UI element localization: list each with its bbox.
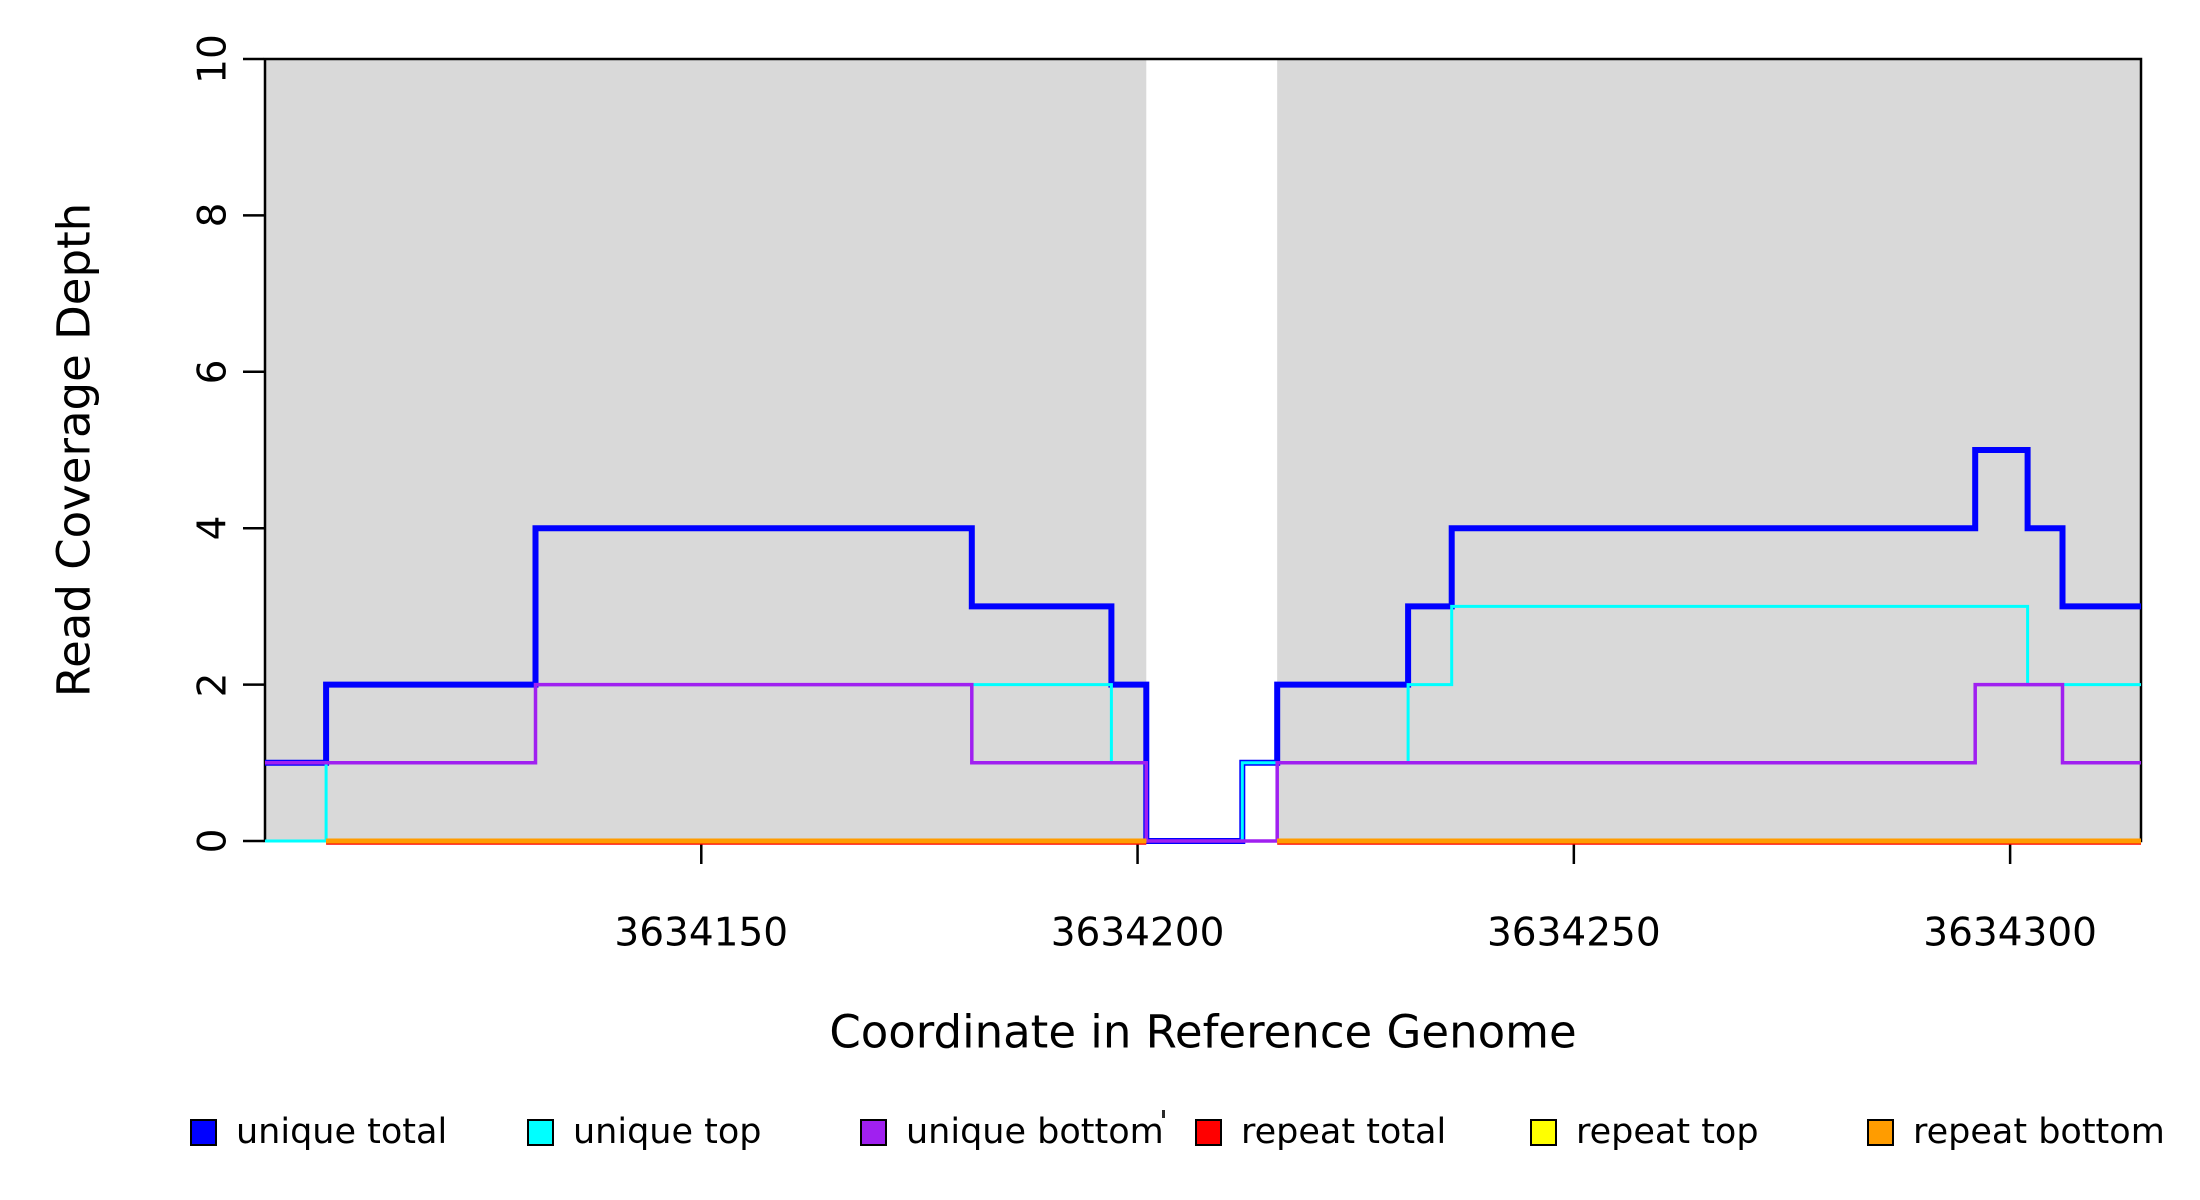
y-tick-label: 8 [190,202,236,228]
legend-label: repeat bottom [1913,1112,2165,1152]
legend-item-unique-top: unique top [527,1112,762,1152]
repeat-top-swatch-icon [1530,1118,1557,1146]
x-tick-label: 3634300 [1923,910,2097,956]
y-tick-label: 0 [190,828,236,854]
legend-label: repeat top [1576,1112,1759,1152]
y-axis-title: Read Coverage Depth [47,202,101,698]
legend-label: unique total [236,1112,448,1152]
legend-item-unique-total: unique total [190,1112,447,1152]
unique-bottom-swatch-icon [860,1118,887,1146]
shaded-region [265,59,1147,841]
legend-item-unique-bottom: unique bottom [860,1112,1164,1152]
x-axis-title: Coordinate in Reference Genome [829,1005,1577,1059]
unique-top-swatch-icon [527,1118,554,1146]
legend-item-repeat-bottom: repeat bottom [1867,1112,2165,1152]
unique-total-swatch-icon [190,1118,217,1146]
y-tick-label: 6 [190,359,236,385]
repeat-total-swatch-icon [1195,1118,1222,1146]
x-tick-label: 3634250 [1486,910,1661,956]
legend-label: repeat total [1241,1112,1447,1152]
legend-label: unique bottom [906,1112,1164,1152]
y-tick-label: 10 [190,34,236,84]
y-tick-label: 2 [190,672,236,698]
legend-label: unique top [573,1112,762,1152]
repeat-bottom-swatch-icon [1867,1118,1894,1146]
x-tick-label: 3634200 [1050,910,1225,956]
legend-stray-dot [1162,1110,1165,1118]
legend-item-repeat-top: repeat top [1530,1112,1759,1152]
y-tick-label: 4 [190,515,236,541]
x-tick-label: 3634150 [614,910,789,956]
series-unique-bottom [265,682,2141,843]
legend-item-repeat-total: repeat total [1195,1112,1446,1152]
